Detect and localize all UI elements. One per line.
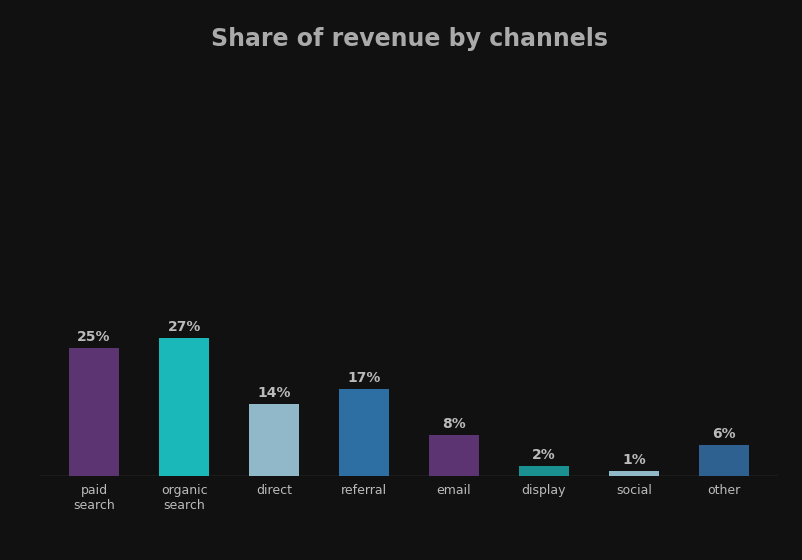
Bar bbox=[519, 466, 569, 476]
Text: 27%: 27% bbox=[168, 320, 200, 334]
Bar bbox=[699, 445, 749, 476]
Bar bbox=[610, 471, 658, 476]
Bar bbox=[339, 389, 389, 476]
Title: Share of revenue by channels: Share of revenue by channels bbox=[210, 27, 608, 52]
Text: 14%: 14% bbox=[257, 386, 291, 400]
Bar bbox=[69, 348, 119, 476]
Text: 17%: 17% bbox=[347, 371, 381, 385]
Text: 6%: 6% bbox=[712, 427, 735, 441]
Text: 2%: 2% bbox=[532, 447, 556, 461]
Text: 1%: 1% bbox=[622, 453, 646, 467]
Bar bbox=[249, 404, 299, 476]
Bar bbox=[429, 435, 479, 476]
Text: 8%: 8% bbox=[442, 417, 466, 431]
Text: 25%: 25% bbox=[77, 330, 111, 344]
Bar bbox=[160, 338, 209, 476]
